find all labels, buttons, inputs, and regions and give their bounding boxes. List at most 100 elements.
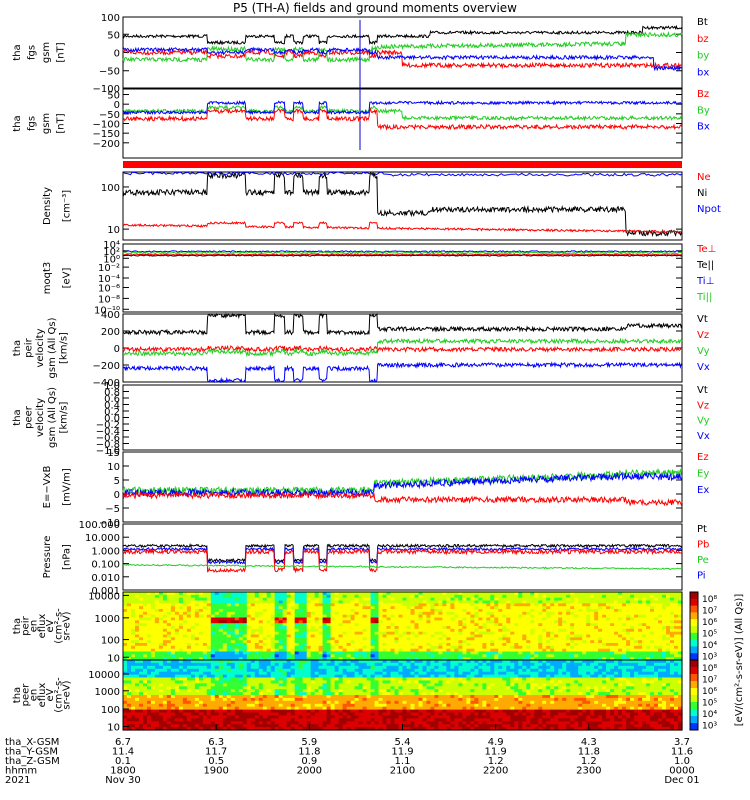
legend-pressure-pe: Pe	[697, 555, 709, 566]
legend-temp-ti||: Ti||	[696, 292, 712, 303]
colorbar-tick-label: 10⁵	[702, 630, 717, 640]
colorbar-peer	[690, 681, 698, 689]
ylabel-peir_v: [km/s]	[58, 332, 69, 364]
xaxis-value: 4.9	[488, 737, 504, 748]
colorbar-tick-label: 10⁶	[702, 687, 717, 697]
ylabel-peer_spec: sr-eV)	[62, 680, 73, 709]
panel-fgs2	[122, 88, 683, 159]
colorbar-tick-label: 10⁷	[702, 676, 717, 686]
ytick-label-peir_spec: 10	[107, 653, 120, 664]
legend-temp-te⊥: Te⊥	[696, 244, 716, 255]
legend-density-ni: Ni	[697, 188, 707, 199]
ytick-label-efield: 0	[114, 490, 120, 501]
ylabel-peer_v: gsm (All Qs)	[47, 387, 58, 448]
xaxis-value: 0000	[669, 766, 694, 777]
series-te-perp	[122, 253, 683, 256]
legend-fgs2-bz: Bz	[697, 89, 709, 100]
ylabel-fgs2: [nT]	[56, 113, 67, 133]
xaxis-value: 1900	[203, 766, 228, 777]
xaxis-value: 2100	[390, 766, 415, 777]
ytick-label-pressure: 0.100	[91, 560, 120, 571]
ytick-label-temp: 10⁻²	[98, 263, 120, 274]
ytick-label-pressure: 0.001	[91, 586, 120, 597]
ytick-label-efield: 10	[107, 462, 120, 473]
peer-spectrogram	[123, 660, 683, 731]
ytick-label-peir_v: 400	[101, 310, 120, 321]
series-vz	[122, 344, 683, 354]
ytick-label-fgs2: −150	[93, 129, 120, 140]
colorbar-peer	[690, 702, 698, 710]
series-Bx2	[122, 99, 683, 116]
panel-peer_v	[122, 384, 683, 451]
ytick-label-peer_v: 0.8	[104, 388, 120, 399]
legend-fgs2-bx: Bx	[697, 122, 710, 133]
ytick-label-peir_v: −200	[93, 361, 120, 372]
colorbar-label: [eV/(cm²-s-sr-eV)] (All Qs)]	[734, 594, 745, 727]
ylabel-peer_spec: (cm²-s-	[53, 677, 64, 713]
colorbar-tick-label: 10⁴	[702, 641, 717, 651]
ylabel-peer_spec: tha	[12, 687, 23, 703]
panel-frame-pressure	[122, 523, 683, 591]
colorbar-peir	[690, 653, 698, 661]
xaxis-value: Dec 01	[664, 775, 699, 786]
legend-pressure-pt: Pt	[697, 524, 707, 535]
xaxis-value: 1.2	[581, 756, 597, 767]
xaxis-value: 0.5	[208, 756, 224, 767]
panel-frame-peer_v	[122, 384, 683, 451]
ytick-label-peer_v: −0.6	[96, 433, 120, 444]
series-bx	[122, 46, 683, 72]
legend-peer_v-vx: Vx	[697, 431, 710, 442]
series-pb	[122, 547, 683, 574]
colorbar-tick-label: 10⁸	[702, 595, 717, 605]
series-ti-perp	[122, 250, 683, 253]
ytick-label-peer_v: −1.0	[96, 446, 120, 457]
ylabel-fgs2: gsm	[41, 113, 52, 134]
colorbar-peir	[690, 598, 698, 607]
ylabel-peir_spec: en	[29, 620, 40, 633]
ytick-label-peir_v: 200	[101, 327, 120, 338]
ylabel-peir_spec: sr-eV)	[62, 611, 73, 640]
xaxis-row-label: tha_X-GSM	[5, 737, 59, 748]
ytick-label-peer_v: −0.8	[96, 440, 120, 451]
legend-pressure-pi: Pi	[697, 571, 706, 582]
colorbar-tick-label: 10³	[702, 653, 717, 663]
xaxis-value: 2000	[297, 766, 322, 777]
colorbar-peir	[690, 592, 698, 600]
series-pt	[122, 542, 683, 563]
ytick-label-peer_spec: 10	[107, 723, 120, 734]
xaxis-value: 3.7	[674, 737, 690, 748]
series-Bz2	[122, 107, 683, 131]
series-vy	[122, 337, 683, 358]
xaxis-value: 5.4	[395, 737, 411, 748]
ylabel-density: [cm⁻³]	[61, 190, 72, 222]
series-pe	[122, 563, 683, 570]
ylabel-peir_spec: (cm²-s-	[53, 608, 64, 644]
colorbar-tick-label: 10³	[702, 722, 717, 732]
ytick-label-temp: 10⁻⁴	[98, 274, 120, 285]
ytick-label-temp: 10⁰	[103, 254, 120, 265]
ytick-label-efield: 5	[114, 476, 120, 487]
xaxis-value: 11.9	[391, 747, 413, 758]
ytick-label-temp: 10⁻⁶	[98, 284, 120, 295]
ytick-label-fgs1: 100	[101, 13, 120, 24]
ytick-label-fgs2: −50	[99, 110, 120, 121]
xaxis-value: 1800	[110, 766, 135, 777]
ylabel-peer_spec: peer	[20, 683, 31, 707]
ytick-label-peer_spec: 1000	[95, 687, 120, 698]
ytick-label-fgs2: −200	[93, 139, 120, 150]
colorbar-peer	[690, 723, 698, 731]
ytick-label-density: 100	[101, 183, 120, 194]
ylabel-peer_spec: eV	[45, 688, 56, 701]
ylabel-peir_spec: peir	[20, 615, 31, 635]
ytick-label-density: 10	[107, 225, 120, 236]
ytick-label-peir_spec: 1000	[95, 614, 120, 625]
series-By2	[122, 104, 683, 122]
colorbar-peer-frame	[689, 659, 699, 731]
xaxis-value: 6.7	[115, 737, 131, 748]
xaxis-value: 6.3	[208, 737, 224, 748]
series-ez	[122, 490, 683, 507]
series-bt	[122, 24, 683, 46]
ylabel-temp: [eV]	[61, 268, 72, 289]
ylabel-peir_v: peir	[24, 337, 35, 357]
colorbar-peer	[690, 674, 698, 682]
